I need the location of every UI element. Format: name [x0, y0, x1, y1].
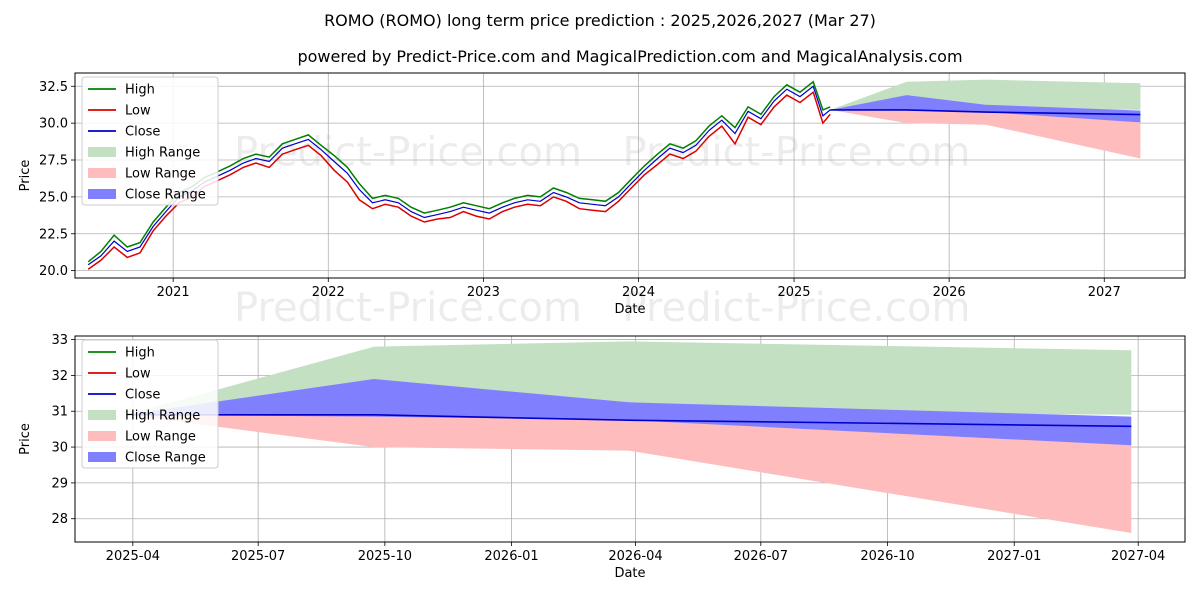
close-range-band [830, 95, 1141, 123]
bottom-axes-frame [74, 335, 1186, 543]
legend-low-range-swatch [88, 431, 116, 441]
legend-high-label: High [125, 346, 155, 361]
legend-low-range-label: Low Range [125, 430, 196, 445]
top-axes-frame [74, 72, 1186, 279]
x-tick-label: 2027-01 [987, 549, 1041, 564]
legend-close-range-swatch [88, 189, 116, 199]
bottom-chart-panel: Predict-Price.comPredict-Price.com2025-0… [18, 333, 1186, 581]
top-plot-area [87, 79, 1141, 270]
x-tick-label: 2027 [1088, 285, 1121, 300]
watermark-text: Predict-Price.com [234, 129, 582, 175]
y-tick-label: 32 [51, 369, 68, 384]
y-tick-label: 27.5 [39, 154, 68, 169]
watermark-text: Predict-Price.com [623, 129, 971, 175]
legend-low-label: Low [125, 367, 151, 382]
y-tick-label: 32.5 [39, 80, 68, 95]
x-tick-label: 2025 [777, 285, 810, 300]
legend-low-range-swatch [88, 168, 116, 178]
y-tick-label: 30 [51, 441, 68, 456]
watermark-text: Predict-Price.com [234, 285, 582, 331]
legend-close-label: Close [125, 125, 160, 140]
y-tick-label: 20.0 [39, 264, 68, 279]
low-range-band [830, 109, 1141, 159]
x-tick-label: 2025-04 [106, 549, 160, 564]
bottom-x-axis: 2025-04 2025-07 2025-10 2026-01 2026-04 2026-… [106, 336, 1165, 581]
y-axis-label: Price [18, 423, 33, 455]
y-tick-label: 31 [51, 405, 68, 420]
x-axis-label: Date [614, 302, 645, 317]
watermark-text: Predict-Price.com [623, 285, 971, 331]
y-tick-label: 28 [51, 512, 68, 527]
legend-close-label: Close [125, 388, 160, 403]
y-tick-label: 29 [51, 476, 68, 491]
top-chart-panel: Predict-Price.com Predict-Price.com Predic… [18, 72, 1186, 331]
x-tick-label: 2023 [467, 285, 500, 300]
x-tick-label: 2027-04 [1111, 549, 1165, 564]
legend-close-range-label: Close Range [125, 451, 206, 466]
top-watermarks: Predict-Price.com Predict-Price.com Predic… [234, 129, 970, 331]
x-tick-label: 2024 [622, 285, 655, 300]
y-axis-label: Price [18, 160, 33, 192]
x-tick-label: 2025-10 [358, 549, 412, 564]
x-tick-label: 2026-10 [860, 549, 914, 564]
x-tick-label: 2022 [312, 285, 345, 300]
legend-close-range-label: Close Range [125, 188, 206, 203]
chart-title: ROMO (ROMO) long term price prediction :… [324, 11, 876, 30]
legend-high-range-swatch [88, 147, 116, 157]
y-tick-label: 22.5 [39, 227, 68, 242]
x-tick-label: 2026-04 [608, 549, 662, 564]
legend-low-label: Low [125, 104, 151, 119]
legend-high-label: High [125, 83, 155, 98]
y-tick-label: 30.0 [39, 117, 68, 132]
x-tick-label: 2026-01 [484, 549, 538, 564]
legend-high-range-label: High Range [125, 409, 200, 424]
x-axis-label: Date [614, 566, 645, 581]
low-range-band [126, 414, 1132, 533]
top-y-axis: 20.0 22.5 25.0 27.5 30.0 32.5 Price [18, 80, 1185, 279]
close-forecast-line [830, 109, 1141, 116]
chart-subtitle: powered by Predict-Price.com and Magical… [297, 47, 962, 66]
top-legend: High Low Close High Range Low Range Close Ran… [81, 76, 219, 206]
close-range-band [126, 379, 1132, 446]
x-tick-label: 2026 [933, 285, 966, 300]
legend-high-range-label: High Range [125, 146, 200, 161]
close-forecast-line [126, 414, 1132, 428]
x-tick-label: 2021 [157, 285, 190, 300]
legend-close-range-swatch [88, 452, 116, 462]
y-tick-label: 25.0 [39, 190, 68, 205]
x-tick-label: 2025-07 [231, 549, 285, 564]
y-tick-label: 33 [51, 333, 68, 348]
bottom-plot-area [126, 341, 1132, 533]
legend-low-range-label: Low Range [125, 167, 196, 182]
bottom-legend: High Low Close High Range Low Range Close Ran… [81, 339, 219, 469]
legend-high-range-swatch [88, 410, 116, 420]
x-tick-label: 2026-07 [734, 549, 788, 564]
